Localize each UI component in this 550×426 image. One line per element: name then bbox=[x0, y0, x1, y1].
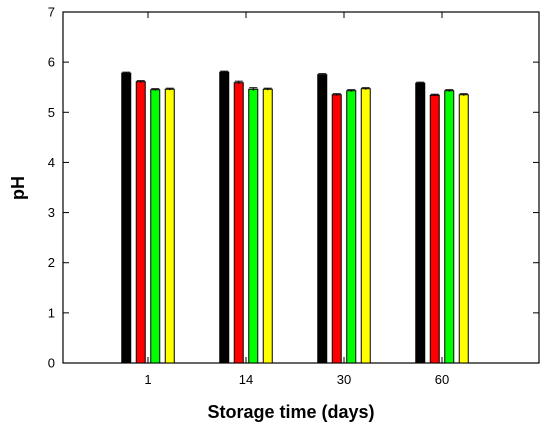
y-tick-label: 5 bbox=[48, 105, 55, 120]
bar-s3-c2 bbox=[360, 88, 371, 364]
x-tick-label: 1 bbox=[144, 372, 151, 387]
y-axis-title: pH bbox=[8, 176, 28, 200]
y-tick-label: 3 bbox=[48, 205, 55, 220]
x-tick-label: 30 bbox=[337, 372, 351, 387]
bar-s1-c2 bbox=[331, 94, 342, 364]
bar-s0-c1 bbox=[219, 71, 230, 364]
y-tick-label: 7 bbox=[48, 5, 55, 20]
y-tick-label: 6 bbox=[48, 55, 55, 70]
bar-s0-c3 bbox=[415, 82, 426, 364]
y-axis: 0 1 2 3 4 5 6 7 bbox=[48, 5, 539, 371]
bars-group bbox=[121, 70, 469, 364]
x-tick-label: 60 bbox=[435, 372, 449, 387]
y-tick-label: 4 bbox=[48, 155, 55, 170]
bar-s3-c0 bbox=[164, 88, 175, 364]
x-axis: 1 14 30 60 bbox=[144, 12, 449, 387]
bar-s1-c1 bbox=[233, 82, 244, 364]
x-tick-label: 14 bbox=[239, 372, 253, 387]
bar-s1-c0 bbox=[135, 81, 146, 364]
bar-s0-c0 bbox=[121, 72, 132, 364]
plot-frame bbox=[62, 11, 540, 364]
bar-s3-c3 bbox=[458, 94, 469, 364]
y-tick-label: 2 bbox=[48, 255, 55, 270]
y-tick-label: 1 bbox=[48, 305, 55, 320]
bar-s2-c2 bbox=[346, 90, 357, 364]
bar-s3-c1 bbox=[262, 88, 273, 364]
bar-s2-c3 bbox=[444, 90, 455, 364]
bar-s1-c3 bbox=[429, 94, 440, 364]
x-axis-title: Storage time (days) bbox=[207, 402, 374, 422]
bar-s2-c0 bbox=[150, 89, 161, 364]
bar-s0-c2 bbox=[317, 74, 328, 364]
bar-s2-c1 bbox=[248, 88, 259, 364]
y-tick-label: 0 bbox=[48, 356, 55, 371]
